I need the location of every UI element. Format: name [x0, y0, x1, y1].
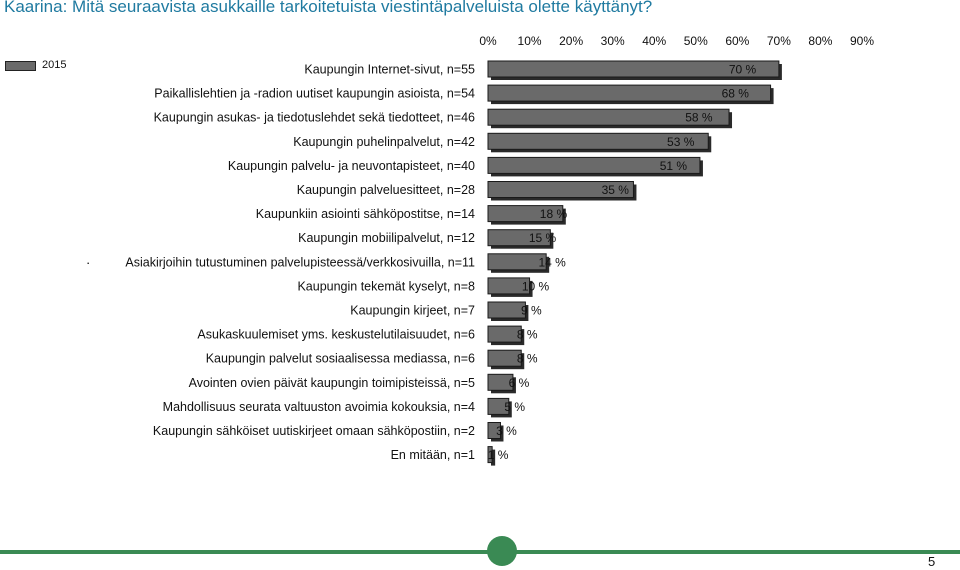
footer-divider [0, 550, 960, 554]
bar [487, 397, 510, 415]
footer-circle-decoration [487, 536, 517, 566]
bar [487, 156, 701, 174]
bar [487, 181, 634, 198]
value-label: 3 % [496, 424, 517, 438]
bar [487, 373, 514, 391]
value-label: 70 % [729, 63, 757, 77]
category-label: Kaupungin mobiilipalvelut, n=12 [298, 231, 475, 245]
category-label: Kaupungin palvelu- ja neuvontapisteet, n… [228, 159, 475, 173]
category-label: Kaupungin kirjeet, n=7 [350, 304, 475, 318]
x-tick-label: 20% [559, 34, 583, 48]
bar-chart: 0% 10% 20% 30% 40% 50% 60% 70% 80% 90% Kaupungin I… [125, 34, 874, 466]
value-label: 10 % [522, 279, 550, 293]
stray-mark: · [86, 255, 91, 270]
category-label: Kaupungin puhelinpalvelut, n=42 [293, 135, 475, 149]
bar [487, 325, 522, 343]
x-tick-label: 80% [808, 34, 832, 48]
bar [487, 422, 501, 439]
x-tick-label: 50% [684, 34, 708, 48]
x-tick-label: 90% [850, 34, 874, 48]
category-label: Avointen ovien päivät kaupungin toimipis… [189, 376, 475, 390]
category-label: Kaupungin Internet-sivut, n=55 [304, 63, 475, 77]
legend-label: 2015 [42, 59, 67, 71]
category-label: Kaupungin palvelut sosiaalisessa mediass… [206, 352, 475, 366]
bar [487, 349, 522, 367]
bar [487, 446, 493, 464]
bar [487, 253, 547, 271]
category-label: Kaupungin asukas- ja tiedotuslehdet sekä… [154, 111, 475, 125]
category-label: Kaupungin sähköiset uutiskirjeet omaan s… [153, 424, 475, 438]
bar [487, 277, 531, 295]
value-label: 14 % [538, 255, 566, 269]
category-label: Mahdollisuus seurata valtuuston avoimia … [163, 400, 475, 414]
value-label: 53 % [667, 135, 695, 149]
legend-swatch [5, 61, 36, 71]
category-label: Kaupungin tekemät kyselyt, n=8 [297, 279, 475, 293]
category-label: Kaupungin palveluesitteet, n=28 [297, 183, 475, 197]
category-label: En mitään, n=1 [391, 448, 475, 462]
value-label: 8 % [517, 352, 538, 366]
bar [487, 301, 526, 319]
value-label: 68 % [722, 87, 750, 101]
x-tick-label: 70% [767, 34, 791, 48]
value-label: 15 % [529, 231, 557, 245]
bar [487, 60, 780, 78]
category-label: Asukaskuulemiset yms. keskustelutilaisuu… [197, 328, 475, 342]
category-label: Asiakirjoihin tutustuminen palvelupistee… [125, 255, 475, 269]
bar-shadow [491, 449, 496, 466]
x-tick-label: 10% [518, 34, 542, 48]
x-tick-label: 0% [479, 34, 497, 48]
value-label: 9 % [521, 304, 542, 318]
bar [487, 108, 730, 126]
bar [487, 132, 709, 150]
category-label: Paikallislehtien ja -radion uutiset kaup… [154, 87, 475, 101]
x-tick-label: 40% [642, 34, 666, 48]
page-title: Kaarina: Mitä seuraavista asukkaille tar… [4, 0, 653, 16]
value-label: 18 % [540, 207, 568, 221]
x-tick-label: 30% [601, 34, 625, 48]
bar [487, 229, 551, 247]
value-label: 35 % [602, 183, 630, 197]
page-number: 5 [928, 554, 936, 569]
category-label: Kaupunkiin asiointi sähköpostitse, n=14 [256, 207, 475, 221]
value-label: 6 % [509, 376, 530, 390]
value-label: 51 % [660, 159, 688, 173]
x-tick-label: 60% [725, 34, 749, 48]
value-label: 1 % [488, 448, 509, 462]
value-label: 5 % [504, 400, 525, 414]
value-label: 58 % [685, 111, 713, 125]
bar [487, 205, 564, 223]
bar [487, 84, 772, 102]
value-label: 8 % [517, 328, 538, 342]
